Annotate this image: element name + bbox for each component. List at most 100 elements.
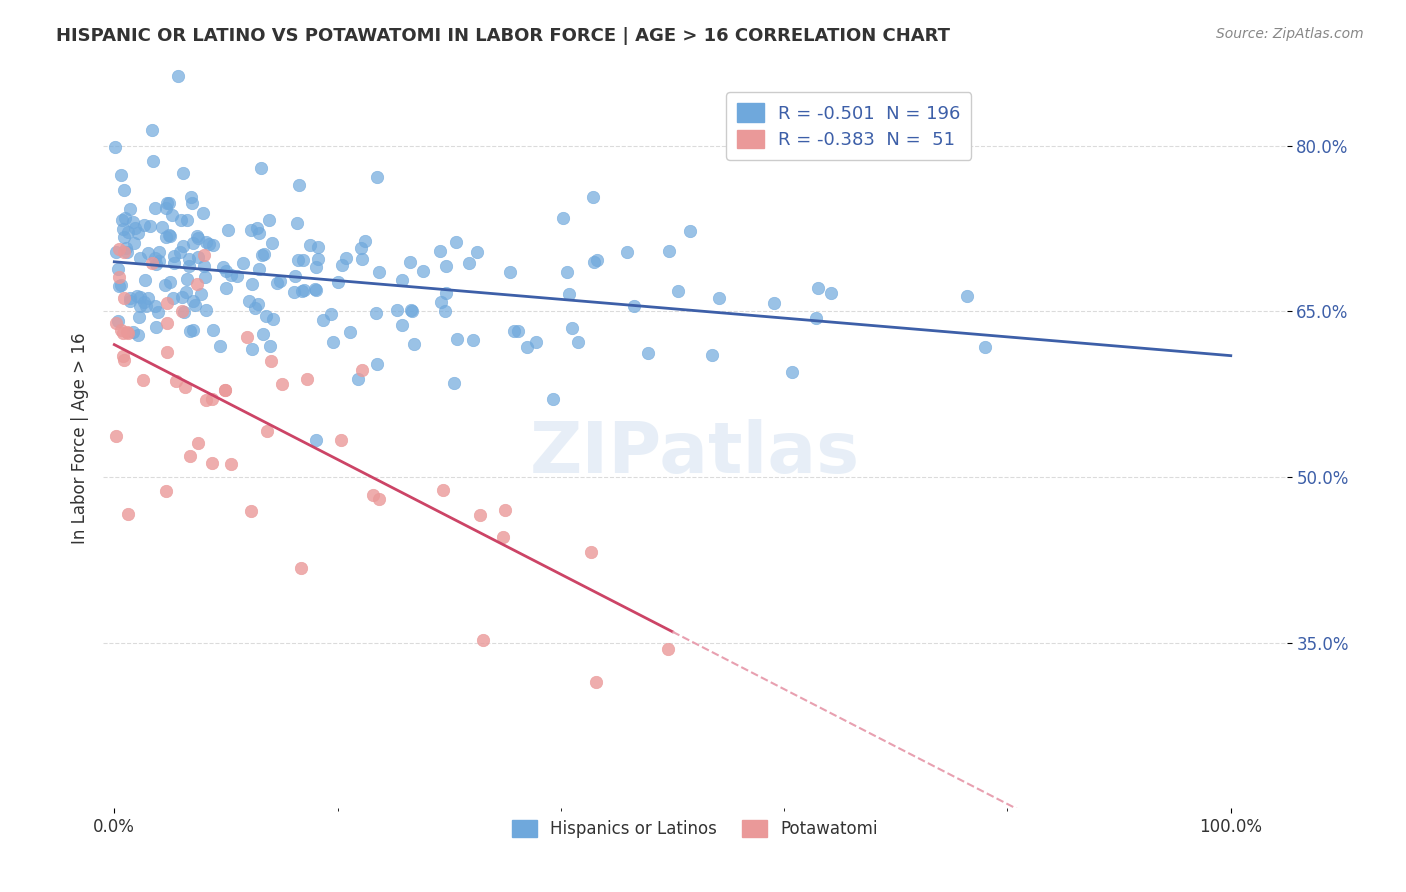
Point: [319, 307, 342, 321]
Text: ZIPatlas: ZIPatlas: [530, 418, 860, 488]
Point: [160, 208, 183, 222]
Point: [115, 241, 138, 255]
Point: [167, 69, 190, 83]
Point: [194, 393, 217, 408]
Point: [287, 252, 309, 267]
Point: [157, 228, 180, 243]
Point: [112, 353, 135, 368]
Point: [110, 323, 132, 337]
Point: [956, 289, 979, 303]
Point: [585, 675, 607, 690]
Point: [156, 296, 179, 310]
Point: [499, 265, 522, 279]
Point: [159, 229, 181, 244]
Point: [183, 293, 205, 308]
Point: [307, 240, 329, 254]
Point: [560, 321, 582, 335]
Point: [558, 286, 581, 301]
Point: [215, 263, 238, 277]
Point: [219, 268, 242, 283]
Point: [145, 257, 167, 271]
Point: [637, 345, 659, 359]
Point: [367, 264, 389, 278]
Point: [399, 254, 422, 268]
Point: [583, 254, 606, 268]
Point: [145, 320, 167, 334]
Point: [169, 245, 191, 260]
Point: [679, 224, 702, 238]
Point: [225, 268, 247, 283]
Point: [129, 252, 152, 266]
Point: [503, 324, 526, 338]
Point: [111, 326, 134, 340]
Point: [127, 328, 149, 343]
Point: [108, 278, 131, 293]
Point: [128, 310, 150, 325]
Text: HISPANIC OR LATINO VS POTAWATOMI IN LABOR FORCE | AGE > 16 CORRELATION CHART: HISPANIC OR LATINO VS POTAWATOMI IN LABO…: [56, 27, 950, 45]
Point: [201, 392, 224, 406]
Point: [762, 296, 785, 310]
Point: [138, 292, 160, 306]
Point: [807, 281, 830, 295]
Point: [104, 140, 127, 154]
Point: [163, 256, 186, 270]
Point: [616, 245, 638, 260]
Point: [104, 245, 127, 260]
Point: [287, 216, 309, 230]
Point: [127, 289, 149, 303]
Point: [148, 244, 170, 259]
Point: [193, 248, 215, 262]
Point: [366, 170, 388, 185]
Point: [124, 221, 146, 235]
Point: [202, 237, 225, 252]
Point: [141, 256, 163, 270]
Point: [118, 294, 141, 309]
Point: [322, 334, 344, 349]
Point: [143, 299, 166, 313]
Point: [190, 287, 212, 301]
Point: [458, 256, 481, 270]
Y-axis label: In Labor Force | Age > 16: In Labor Force | Age > 16: [72, 333, 89, 544]
Point: [110, 277, 132, 292]
Point: [169, 213, 191, 227]
Point: [429, 244, 451, 259]
Point: [658, 244, 681, 258]
Point: [567, 334, 589, 349]
Point: [254, 309, 277, 323]
Point: [465, 244, 488, 259]
Point: [361, 488, 384, 502]
Point: [186, 277, 208, 292]
Point: [131, 373, 153, 387]
Point: [176, 213, 198, 227]
Point: [582, 189, 605, 203]
Point: [195, 235, 218, 250]
Point: [391, 318, 413, 333]
Point: [271, 377, 294, 392]
Point: [172, 238, 194, 252]
Point: [247, 226, 270, 240]
Point: [145, 251, 167, 265]
Point: [148, 254, 170, 268]
Point: [240, 342, 263, 356]
Point: [184, 298, 207, 312]
Point: [183, 235, 205, 250]
Point: [246, 296, 269, 310]
Point: [328, 275, 350, 289]
Point: [242, 277, 264, 291]
Point: [250, 161, 273, 175]
Point: [307, 252, 329, 266]
Point: [179, 252, 201, 267]
Point: [295, 372, 318, 386]
Point: [107, 261, 129, 276]
Point: [243, 301, 266, 315]
Point: [292, 252, 315, 267]
Point: [463, 334, 485, 348]
Point: [294, 283, 316, 297]
Point: [434, 304, 457, 318]
Point: [262, 312, 284, 326]
Point: [217, 223, 239, 237]
Point: [129, 299, 152, 313]
Point: [122, 235, 145, 250]
Point: [290, 560, 312, 574]
Point: [155, 202, 177, 216]
